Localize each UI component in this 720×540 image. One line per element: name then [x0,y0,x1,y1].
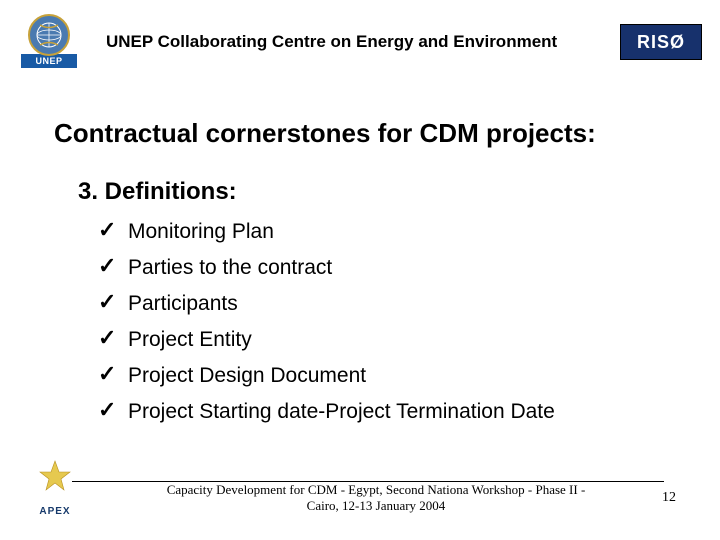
check-icon: ✓ [98,218,128,242]
footer-caption-line1: Capacity Development for CDM - Egypt, Se… [167,482,586,497]
item-text: Parties to the contract [128,254,332,280]
check-icon: ✓ [98,362,128,386]
slide: UNEP UNEP Collaborating Centre on Energy… [0,0,720,540]
definitions-list: ✓ Monitoring Plan ✓ Parties to the contr… [98,218,638,434]
list-item: ✓ Project Entity [98,326,638,352]
list-item: ✓ Parties to the contract [98,254,638,280]
list-item: ✓ Participants [98,290,638,316]
footer-caption-line2: Cairo, 12-13 January 2004 [307,498,446,513]
riso-logo: RISØ [620,24,702,60]
apex-logo: APEX [20,474,90,522]
list-item: ✓ Project Design Document [98,362,638,388]
item-text: Project Starting date-Project Terminatio… [128,398,555,424]
header-title: UNEP Collaborating Centre on Energy and … [88,32,620,52]
item-text: Monitoring Plan [128,218,274,244]
list-item: ✓ Project Starting date-Project Terminat… [98,398,638,424]
unep-label: UNEP [21,54,77,68]
riso-label: RISØ [637,32,685,53]
item-text: Project Entity [128,326,252,352]
item-text: Participants [128,290,238,316]
check-icon: ✓ [98,398,128,422]
footer-caption: Capacity Development for CDM - Egypt, Se… [90,482,662,514]
check-icon: ✓ [98,326,128,350]
slide-title: Contractual cornerstones for CDM project… [54,118,596,149]
check-icon: ✓ [98,290,128,314]
item-text: Project Design Document [128,362,366,388]
section-title: 3. Definitions: [78,178,237,206]
unep-emblem-icon [28,14,70,56]
footer: APEX Capacity Development for CDM - Egyp… [0,474,720,522]
check-icon: ✓ [98,254,128,278]
header: UNEP UNEP Collaborating Centre on Energy… [0,14,720,70]
unep-logo: UNEP [10,14,88,70]
page-number: 12 [662,490,702,506]
list-item: ✓ Monitoring Plan [98,218,638,244]
apex-label: APEX [39,506,70,517]
